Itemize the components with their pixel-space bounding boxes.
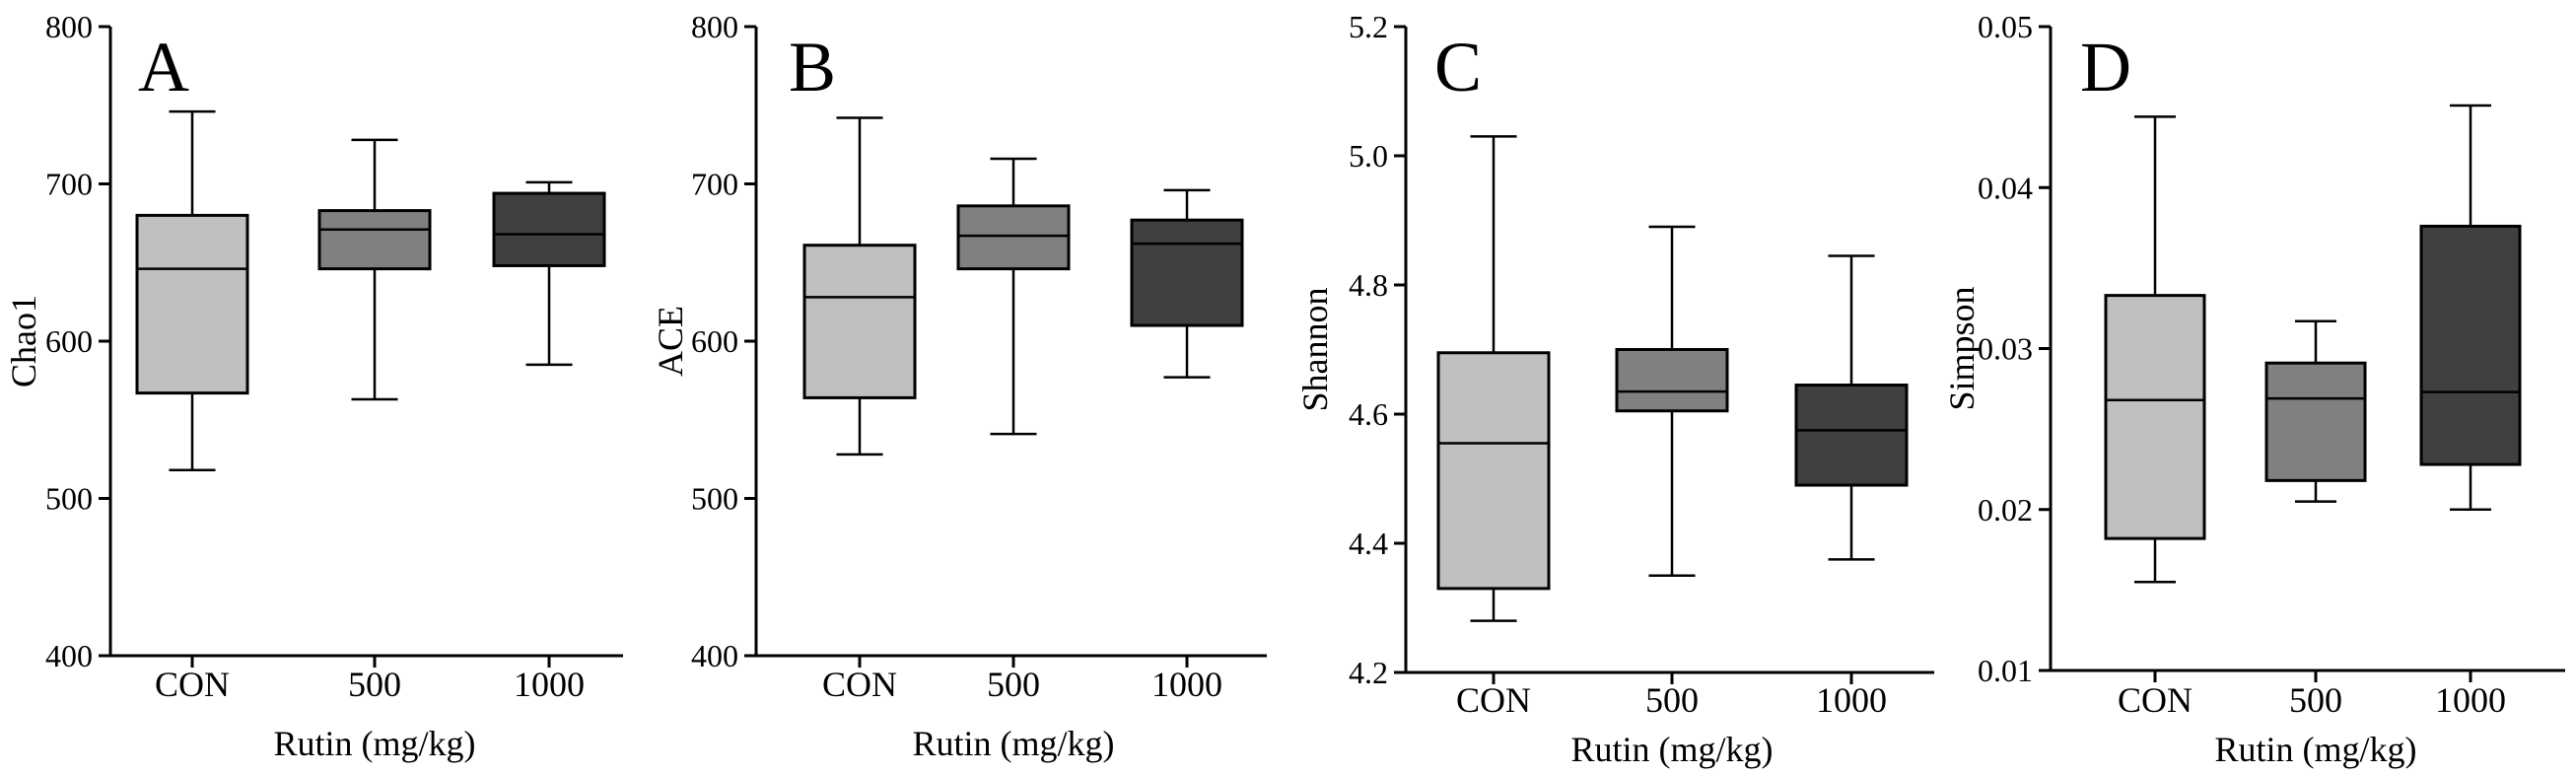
x-tick-label: 1000 <box>2435 680 2506 720</box>
y-axis-label: Shannon <box>1295 288 1335 412</box>
x-tick-label: CON <box>822 665 897 704</box>
box-500 <box>2264 319 2367 503</box>
x-tick-label: 1000 <box>1151 665 1222 704</box>
y-tick-label: 600 <box>45 323 93 359</box>
y-tick-label: 500 <box>45 481 93 517</box>
iqr-box <box>1615 348 1729 413</box>
x-tick-label: 500 <box>1645 680 1699 720</box>
iqr-box <box>2104 294 2206 540</box>
x-axis-label: Rutin (mg/kg) <box>913 724 1115 763</box>
iqr-box <box>802 244 917 399</box>
x-axis-label: Rutin (mg/kg) <box>274 724 476 763</box>
y-tick-label: 4.8 <box>1349 267 1388 303</box>
x-tick-label: CON <box>155 665 230 704</box>
iqr-box <box>956 204 1071 271</box>
box-1000 <box>1794 254 1909 561</box>
x-tick-label: 1000 <box>514 665 585 704</box>
y-tick-label: 0.01 <box>1978 653 2033 688</box>
iqr-box <box>317 209 432 271</box>
iqr-box <box>1130 218 1244 327</box>
y-tick-label: 400 <box>45 638 93 673</box>
y-tick-label: 0.02 <box>1978 492 2033 528</box>
panel-letter: D <box>2080 28 2131 106</box>
y-tick-label: 0.03 <box>1978 331 2033 367</box>
panel-d: 0.01 0.02 0.03 0.04 0.05 CON 500 1000 D Simpson Ru… <box>1942 9 2565 769</box>
box-500 <box>1615 225 1729 577</box>
y-tick-label: 5.0 <box>1349 138 1388 174</box>
y-axis-label: ACE <box>651 306 690 377</box>
y-tick-label: 0.05 <box>1978 9 2033 44</box>
x-axis-label: Rutin (mg/kg) <box>2215 730 2417 769</box>
y-tick-label: 800 <box>691 9 738 44</box>
box-500 <box>956 157 1071 436</box>
box-1000 <box>2419 104 2522 511</box>
y-tick-label: 600 <box>691 323 738 359</box>
y-tick-label: 800 <box>45 9 93 44</box>
y-tick-label: 0.04 <box>1978 170 2033 205</box>
panel-a: 400 500 600 700 800 CON 500 1000 A Chao1 Rutin (mg… <box>4 9 623 763</box>
box-con <box>802 116 917 457</box>
panel-letter: B <box>789 28 836 106</box>
iqr-box <box>135 213 249 395</box>
x-axis-label: Rutin (mg/kg) <box>1571 730 1774 769</box>
y-tick-label: 4.6 <box>1349 396 1388 432</box>
box-con <box>2104 115 2206 584</box>
iqr-box <box>2264 361 2367 482</box>
iqr-box <box>492 191 606 267</box>
y-axis-label: Chao1 <box>4 295 43 388</box>
x-tick-label: 1000 <box>1816 680 1887 720</box>
y-axis-label: Simpson <box>1942 286 1982 410</box>
iqr-box <box>1794 384 1909 487</box>
box-500 <box>317 138 432 401</box>
x-tick-label: CON <box>1456 680 1531 720</box>
panel-letter: A <box>138 28 189 106</box>
y-tick-label: 700 <box>45 167 93 202</box>
box-con <box>135 109 249 472</box>
panel-b: 400 500 600 700 800 CON 500 1000 B ACE Rutin (mg/k… <box>651 9 1267 763</box>
y-tick-label: 400 <box>691 638 738 673</box>
y-tick-label: 500 <box>691 481 738 517</box>
box-1000 <box>1130 188 1244 379</box>
x-tick-label: CON <box>2118 680 2193 720</box>
iqr-box <box>2419 224 2522 466</box>
panel-c: 4.2 4.4 4.6 4.8 5.0 5.2 CON 500 1000 C Shannon Ruti… <box>1295 9 1934 769</box>
box-1000 <box>492 180 606 367</box>
y-tick-label: 5.2 <box>1349 9 1388 44</box>
x-tick-label: 500 <box>348 665 401 704</box>
y-tick-label: 700 <box>691 167 738 202</box>
y-tick-label: 4.4 <box>1349 526 1388 561</box>
iqr-box <box>1436 351 1551 591</box>
box-con <box>1436 135 1551 622</box>
y-tick-label: 4.2 <box>1349 655 1388 690</box>
panel-letter: C <box>1434 28 1482 106</box>
x-tick-label: 500 <box>987 665 1040 704</box>
x-tick-label: 500 <box>2289 680 2342 720</box>
